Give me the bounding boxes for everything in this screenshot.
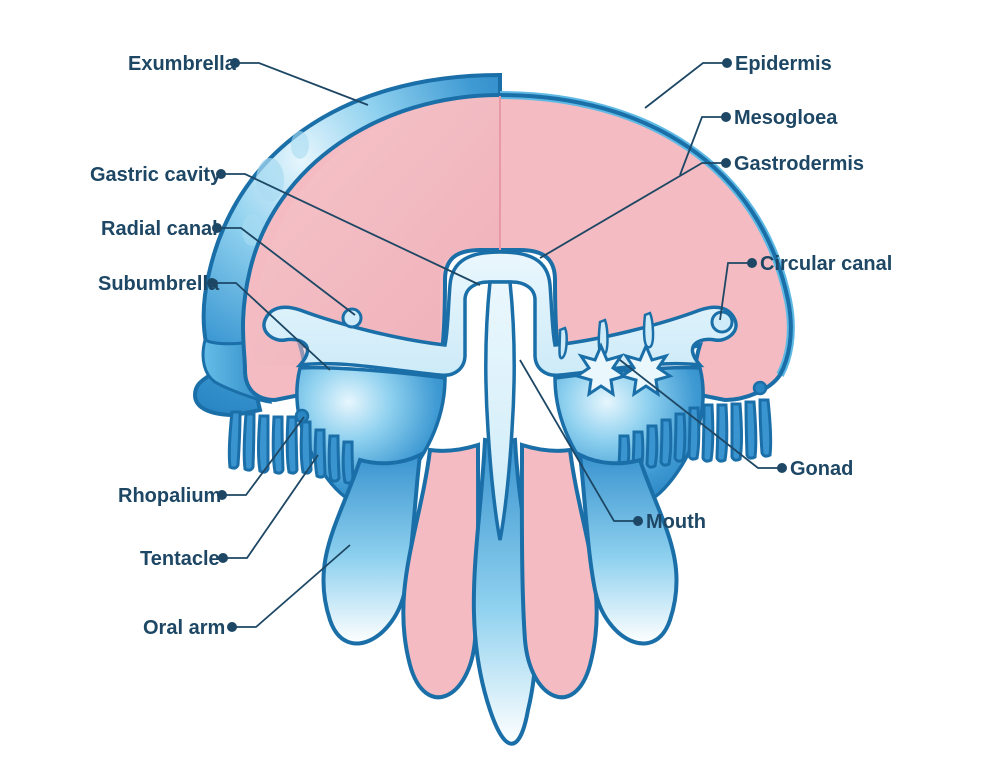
jellyfish-anatomy-diagram: Exumbrella Gastric cavity Radial canal Subu… [0,0,1000,784]
dot-epidermis [722,58,732,68]
label-mouth: Mouth [646,511,706,533]
label-exumbrella: Exumbrella [128,53,237,75]
label-subumbrella: Subumbrella [98,273,220,295]
dot-gonad [777,463,787,473]
leader-epidermis [645,63,727,108]
dot-gastrodermis [721,158,731,168]
circular-canal-shape [712,312,732,332]
label-circular-canal: Circular canal [760,253,892,275]
label-epidermis: Epidermis [735,53,832,75]
dot-circular-canal [747,258,757,268]
dot-mouth [633,516,643,526]
label-gonad: Gonad [790,458,853,480]
label-gastrodermis: Gastrodermis [734,153,864,175]
jellyfish-body [195,75,791,744]
leader-exumbrella [235,63,368,105]
label-radial-canal: Radial canal [101,218,218,240]
label-rhopalium: Rhopalium [118,485,221,507]
label-mesogloea: Mesogloea [734,107,838,129]
label-oral-arm: Oral arm [143,617,225,639]
label-gastric-cavity: Gastric cavity [90,164,222,186]
dot-oral-arm [227,622,237,632]
label-tentacle: Tentacle [140,548,220,570]
dot-mesogloea [721,112,731,122]
